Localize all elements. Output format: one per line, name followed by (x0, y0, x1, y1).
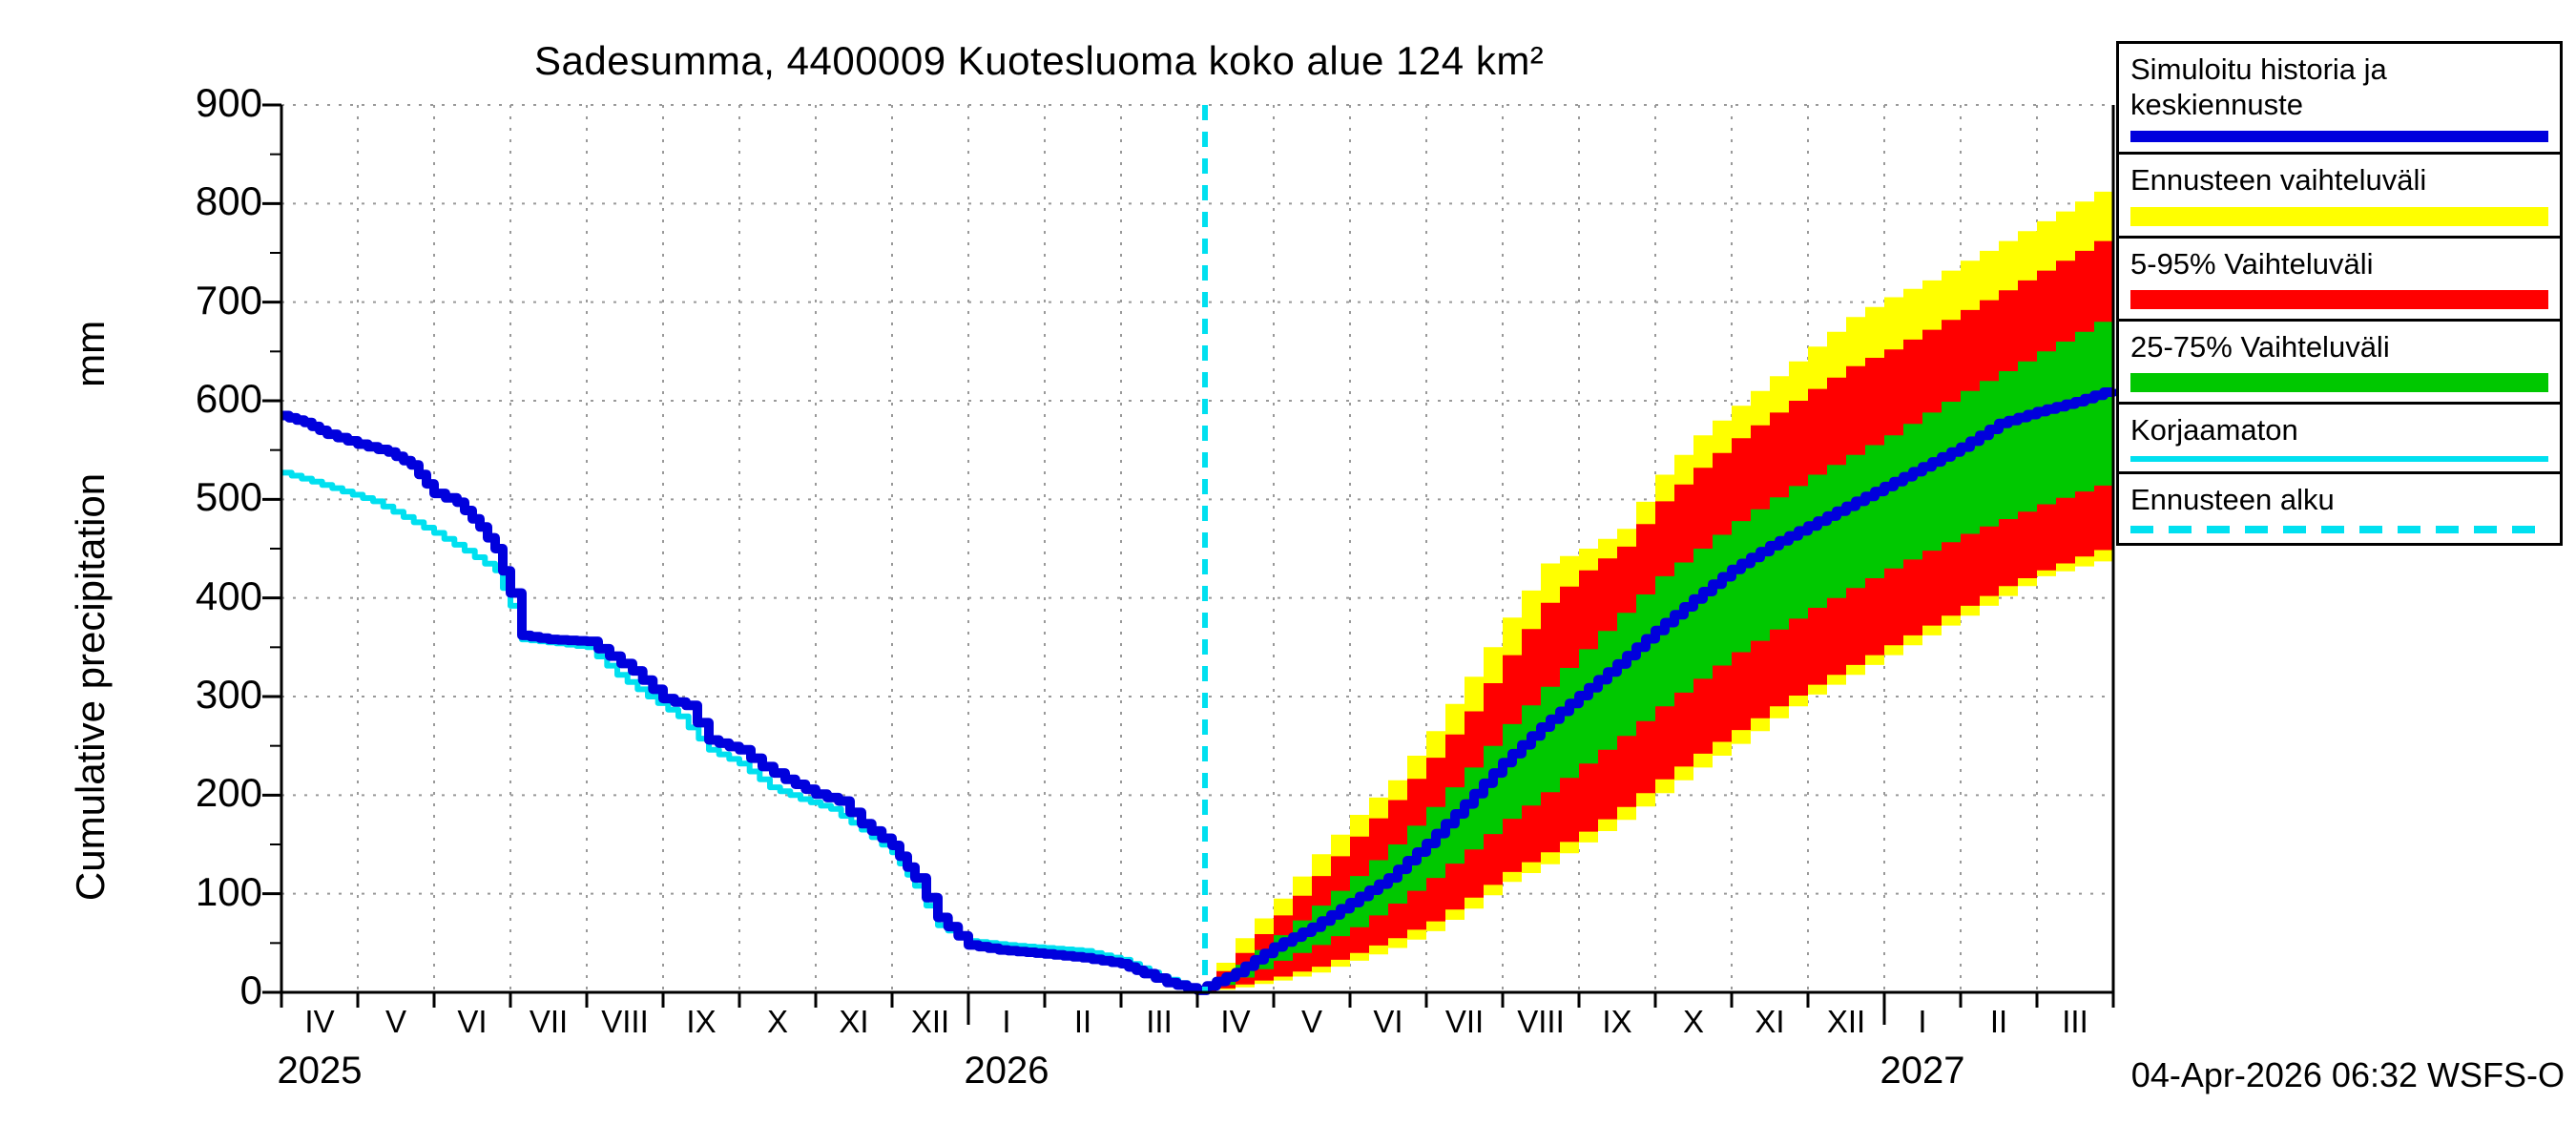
legend-item-label: Ennusteen vaihteluväli (2130, 163, 2427, 198)
x-month-label: IX (1602, 1004, 1632, 1039)
x-month-label: VIII (601, 1004, 649, 1039)
legend-item-label: 5-95% Vaihteluväli (2130, 246, 2374, 281)
x-month-label: V (384, 1004, 406, 1039)
legend-item-label: Ennusteen alku (2130, 483, 2335, 517)
y-tick-label: 0 (239, 968, 262, 1012)
x-month-label: IX (686, 1004, 717, 1039)
legend-item: Korjaamaton (2116, 401, 2563, 475)
year-label: 2027 (1880, 1050, 1965, 1092)
y-tick-label: 900 (195, 80, 262, 125)
y-tick-label: 500 (195, 474, 262, 520)
legend-sample-band (2130, 372, 2548, 392)
legend-item: Ennusteen vaihteluväli (2116, 152, 2563, 239)
x-month-label: IV (1220, 1004, 1251, 1039)
x-month-label: XI (1755, 1004, 1785, 1039)
legend-item: Ennusteen alku (2116, 471, 2563, 547)
series-korjaamaton (281, 469, 1200, 989)
y-axis-label-text: Cumulative precipitation (68, 472, 113, 902)
x-month-label: II (1073, 1004, 1092, 1039)
x-month-label: X (766, 1004, 788, 1039)
y-tick-label: 300 (195, 672, 262, 717)
x-month-label: V (1300, 1004, 1322, 1039)
legend-item: 25-75% Vaihteluväli (2116, 318, 2563, 405)
legend-sample-line-thin (2130, 456, 2548, 463)
legend-sample-band (2130, 289, 2548, 309)
y-tick-label: 800 (195, 178, 262, 224)
y-axis-label: Cumulative precipitation mm (68, 321, 114, 901)
x-month-label: VI (457, 1004, 488, 1039)
y-tick-label: 600 (195, 376, 262, 421)
x-month-label: II (1989, 1004, 2008, 1039)
year-label: 2026 (964, 1050, 1049, 1092)
legend: Simuloitu historia ja keskiennuste Ennust… (2116, 41, 2563, 547)
x-month-label: IV (304, 1004, 335, 1039)
y-axis-unit: mm (68, 320, 113, 387)
legend-item-label: Korjaamaton (2130, 412, 2298, 447)
legend-item: 5-95% Vaihteluväli (2116, 235, 2563, 322)
legend-item-label: 25-75% Vaihteluväli (2130, 329, 2390, 364)
chart-title: Sadesumma, 4400009 Kuotesluoma koko alue… (534, 38, 1545, 83)
x-month-label: XI (839, 1004, 869, 1039)
x-month-label: III (2062, 1004, 2088, 1039)
y-tick-label: 400 (195, 572, 262, 618)
x-month-label: I (1918, 1004, 1927, 1039)
legend-sample-line-thick (2130, 131, 2548, 143)
y-tick-label: 200 (195, 770, 262, 816)
legend-sample-dashed (2130, 526, 2548, 534)
y-tick-label: 700 (195, 277, 262, 323)
legend-item: Simuloitu historia ja keskiennuste (2116, 41, 2563, 156)
x-month-label: VI (1373, 1004, 1403, 1039)
x-month-label: I (1002, 1004, 1011, 1039)
x-month-label: VIII (1517, 1004, 1565, 1039)
legend-sample-band (2130, 206, 2548, 226)
x-month-label: X (1682, 1004, 1704, 1039)
timestamp: 04-Apr-2026 06:32 WSFS-O (2130, 1055, 2565, 1094)
year-label: 2025 (277, 1050, 363, 1092)
y-tick-label: 100 (195, 868, 262, 914)
x-month-label: XII (910, 1004, 950, 1039)
x-month-label: VII (529, 1004, 569, 1039)
x-month-label: III (1146, 1004, 1173, 1039)
x-month-label: XII (1826, 1004, 1866, 1039)
legend-item-label: Simuloitu historia ja keskiennuste (2130, 52, 2387, 122)
x-month-label: VII (1444, 1004, 1485, 1039)
